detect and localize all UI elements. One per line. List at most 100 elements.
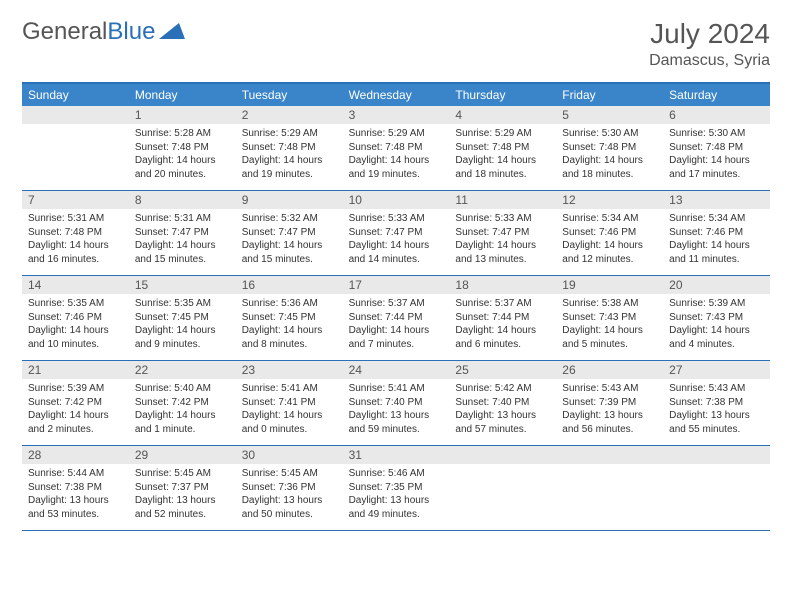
day-number: 26 [556, 361, 663, 379]
day-cell [663, 446, 770, 530]
day-content: Sunrise: 5:34 AMSunset: 7:46 PMDaylight:… [556, 209, 663, 270]
day-content: Sunrise: 5:29 AMSunset: 7:48 PMDaylight:… [343, 124, 450, 185]
day-number: 16 [236, 276, 343, 294]
day-content: Sunrise: 5:46 AMSunset: 7:35 PMDaylight:… [343, 464, 450, 525]
day-number: 1 [129, 106, 236, 124]
day-content: Sunrise: 5:31 AMSunset: 7:48 PMDaylight:… [22, 209, 129, 270]
logo: GeneralBlue [22, 18, 185, 46]
calendar: SundayMondayTuesdayWednesdayThursdayFrid… [22, 82, 770, 531]
day-number: 30 [236, 446, 343, 464]
day-number [449, 446, 556, 464]
day-number: 21 [22, 361, 129, 379]
day-cell: 30Sunrise: 5:45 AMSunset: 7:36 PMDayligh… [236, 446, 343, 530]
logo-icon [159, 18, 185, 46]
day-content: Sunrise: 5:45 AMSunset: 7:37 PMDaylight:… [129, 464, 236, 525]
day-number: 18 [449, 276, 556, 294]
day-content: Sunrise: 5:38 AMSunset: 7:43 PMDaylight:… [556, 294, 663, 355]
day-number: 23 [236, 361, 343, 379]
day-cell: 24Sunrise: 5:41 AMSunset: 7:40 PMDayligh… [343, 361, 450, 445]
day-number [556, 446, 663, 464]
day-content: Sunrise: 5:33 AMSunset: 7:47 PMDaylight:… [449, 209, 556, 270]
day-cell: 28Sunrise: 5:44 AMSunset: 7:38 PMDayligh… [22, 446, 129, 530]
day-cell: 22Sunrise: 5:40 AMSunset: 7:42 PMDayligh… [129, 361, 236, 445]
day-cell: 6Sunrise: 5:30 AMSunset: 7:48 PMDaylight… [663, 106, 770, 190]
day-cell: 8Sunrise: 5:31 AMSunset: 7:47 PMDaylight… [129, 191, 236, 275]
day-content: Sunrise: 5:33 AMSunset: 7:47 PMDaylight:… [343, 209, 450, 270]
day-content: Sunrise: 5:41 AMSunset: 7:40 PMDaylight:… [343, 379, 450, 440]
day-content: Sunrise: 5:30 AMSunset: 7:48 PMDaylight:… [663, 124, 770, 185]
day-number: 15 [129, 276, 236, 294]
day-content: Sunrise: 5:34 AMSunset: 7:46 PMDaylight:… [663, 209, 770, 270]
day-number: 19 [556, 276, 663, 294]
day-number: 12 [556, 191, 663, 209]
week-row: 1Sunrise: 5:28 AMSunset: 7:48 PMDaylight… [22, 106, 770, 191]
day-content: Sunrise: 5:41 AMSunset: 7:41 PMDaylight:… [236, 379, 343, 440]
day-cell: 12Sunrise: 5:34 AMSunset: 7:46 PMDayligh… [556, 191, 663, 275]
day-number: 28 [22, 446, 129, 464]
day-content: Sunrise: 5:29 AMSunset: 7:48 PMDaylight:… [449, 124, 556, 185]
dow-row: SundayMondayTuesdayWednesdayThursdayFrid… [22, 84, 770, 106]
day-cell: 23Sunrise: 5:41 AMSunset: 7:41 PMDayligh… [236, 361, 343, 445]
day-cell: 3Sunrise: 5:29 AMSunset: 7:48 PMDaylight… [343, 106, 450, 190]
day-cell: 18Sunrise: 5:37 AMSunset: 7:44 PMDayligh… [449, 276, 556, 360]
day-number: 25 [449, 361, 556, 379]
logo-text-1: General [22, 18, 107, 46]
day-number: 27 [663, 361, 770, 379]
day-number: 10 [343, 191, 450, 209]
day-number: 22 [129, 361, 236, 379]
day-cell: 21Sunrise: 5:39 AMSunset: 7:42 PMDayligh… [22, 361, 129, 445]
day-number: 8 [129, 191, 236, 209]
day-content: Sunrise: 5:39 AMSunset: 7:43 PMDaylight:… [663, 294, 770, 355]
day-number: 24 [343, 361, 450, 379]
dow-label: Tuesday [236, 84, 343, 106]
day-cell: 7Sunrise: 5:31 AMSunset: 7:48 PMDaylight… [22, 191, 129, 275]
day-cell: 10Sunrise: 5:33 AMSunset: 7:47 PMDayligh… [343, 191, 450, 275]
logo-text-2: Blue [107, 18, 155, 46]
dow-label: Thursday [449, 84, 556, 106]
day-number: 31 [343, 446, 450, 464]
day-number: 4 [449, 106, 556, 124]
day-cell: 20Sunrise: 5:39 AMSunset: 7:43 PMDayligh… [663, 276, 770, 360]
day-cell: 15Sunrise: 5:35 AMSunset: 7:45 PMDayligh… [129, 276, 236, 360]
day-number: 5 [556, 106, 663, 124]
dow-label: Saturday [663, 84, 770, 106]
day-cell: 2Sunrise: 5:29 AMSunset: 7:48 PMDaylight… [236, 106, 343, 190]
day-cell: 13Sunrise: 5:34 AMSunset: 7:46 PMDayligh… [663, 191, 770, 275]
day-content: Sunrise: 5:37 AMSunset: 7:44 PMDaylight:… [343, 294, 450, 355]
day-content: Sunrise: 5:35 AMSunset: 7:45 PMDaylight:… [129, 294, 236, 355]
title-block: July 2024 Damascus, Syria [649, 18, 770, 70]
dow-label: Friday [556, 84, 663, 106]
day-content: Sunrise: 5:42 AMSunset: 7:40 PMDaylight:… [449, 379, 556, 440]
day-number: 17 [343, 276, 450, 294]
week-row: 7Sunrise: 5:31 AMSunset: 7:48 PMDaylight… [22, 191, 770, 276]
day-number: 29 [129, 446, 236, 464]
weeks: 1Sunrise: 5:28 AMSunset: 7:48 PMDaylight… [22, 106, 770, 531]
location: Damascus, Syria [649, 52, 770, 70]
week-row: 28Sunrise: 5:44 AMSunset: 7:38 PMDayligh… [22, 446, 770, 531]
day-number: 7 [22, 191, 129, 209]
day-content: Sunrise: 5:40 AMSunset: 7:42 PMDaylight:… [129, 379, 236, 440]
day-number: 6 [663, 106, 770, 124]
day-cell: 26Sunrise: 5:43 AMSunset: 7:39 PMDayligh… [556, 361, 663, 445]
day-content: Sunrise: 5:43 AMSunset: 7:39 PMDaylight:… [556, 379, 663, 440]
day-content: Sunrise: 5:43 AMSunset: 7:38 PMDaylight:… [663, 379, 770, 440]
day-content: Sunrise: 5:39 AMSunset: 7:42 PMDaylight:… [22, 379, 129, 440]
week-row: 21Sunrise: 5:39 AMSunset: 7:42 PMDayligh… [22, 361, 770, 446]
day-cell: 9Sunrise: 5:32 AMSunset: 7:47 PMDaylight… [236, 191, 343, 275]
day-number: 14 [22, 276, 129, 294]
day-content: Sunrise: 5:29 AMSunset: 7:48 PMDaylight:… [236, 124, 343, 185]
day-cell: 19Sunrise: 5:38 AMSunset: 7:43 PMDayligh… [556, 276, 663, 360]
week-row: 14Sunrise: 5:35 AMSunset: 7:46 PMDayligh… [22, 276, 770, 361]
day-cell: 29Sunrise: 5:45 AMSunset: 7:37 PMDayligh… [129, 446, 236, 530]
day-content: Sunrise: 5:36 AMSunset: 7:45 PMDaylight:… [236, 294, 343, 355]
day-number: 20 [663, 276, 770, 294]
header: GeneralBlue July 2024 Damascus, Syria [22, 18, 770, 70]
day-content: Sunrise: 5:35 AMSunset: 7:46 PMDaylight:… [22, 294, 129, 355]
day-content: Sunrise: 5:30 AMSunset: 7:48 PMDaylight:… [556, 124, 663, 185]
day-number: 3 [343, 106, 450, 124]
dow-label: Monday [129, 84, 236, 106]
day-cell: 25Sunrise: 5:42 AMSunset: 7:40 PMDayligh… [449, 361, 556, 445]
day-number: 11 [449, 191, 556, 209]
day-number: 9 [236, 191, 343, 209]
month-title: July 2024 [649, 18, 770, 50]
